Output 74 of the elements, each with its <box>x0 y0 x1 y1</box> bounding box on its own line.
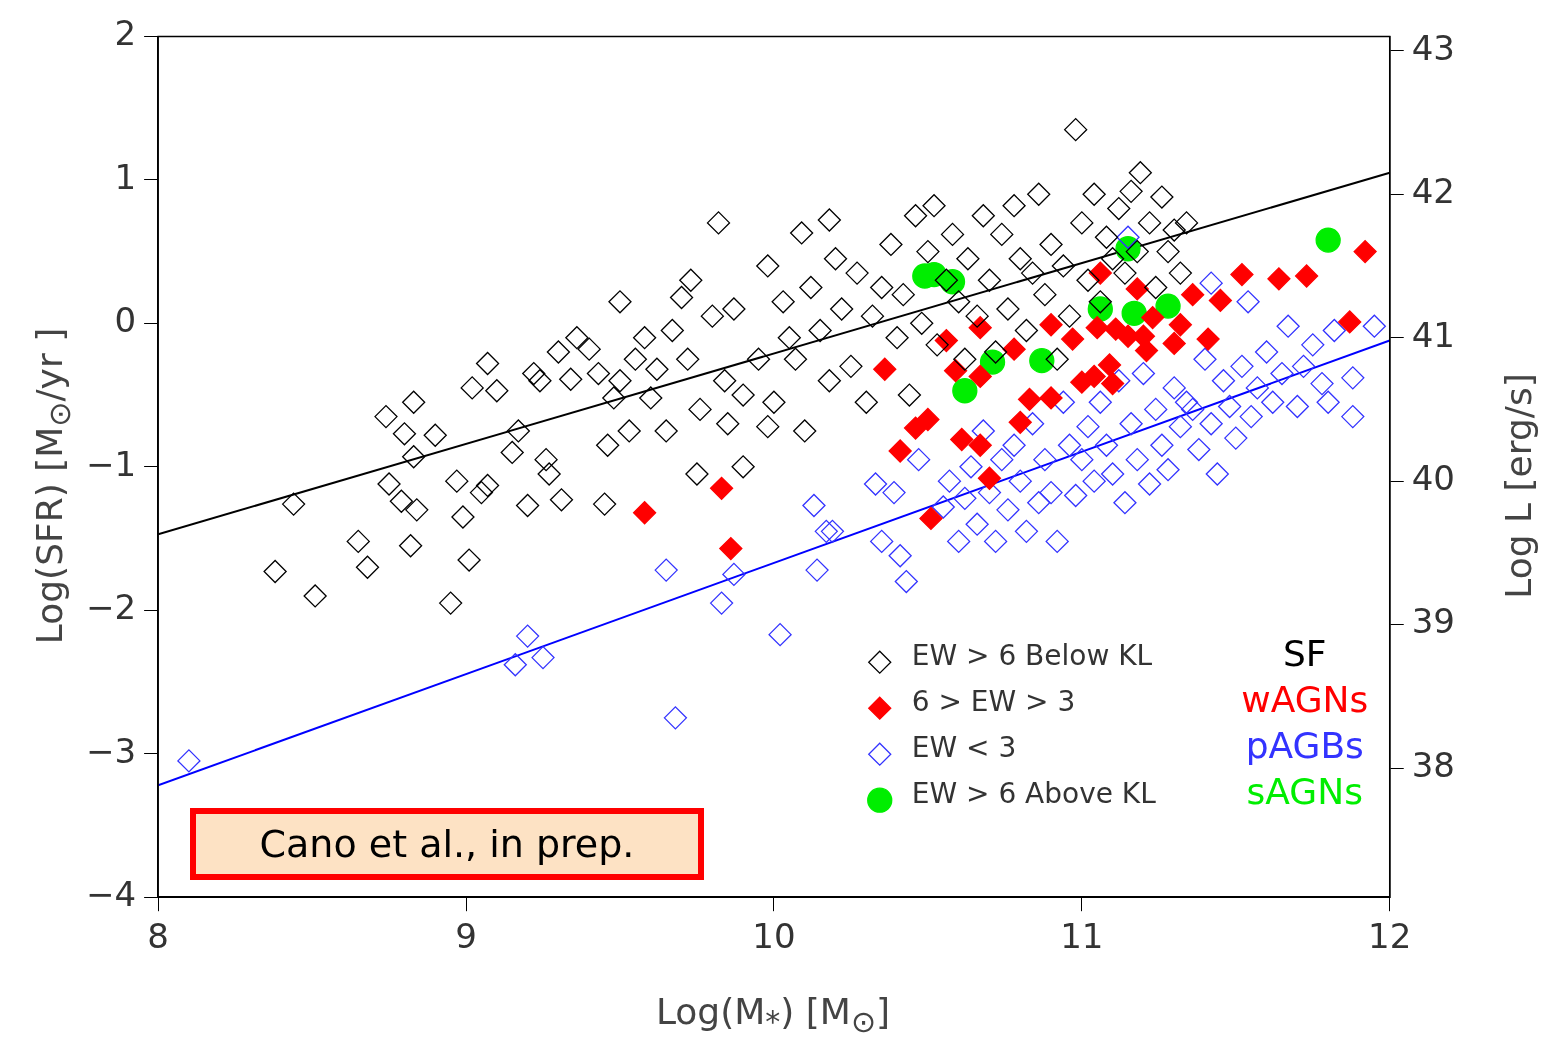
y2-tick-label: 43 <box>1411 27 1455 68</box>
point <box>1039 386 1063 410</box>
legend-label: EW < 3 <box>911 731 1017 765</box>
note-box: Cano et al., in prep. <box>190 808 704 880</box>
y-tick-label: 1 <box>114 156 137 197</box>
point <box>873 357 897 381</box>
y2-tick-label: 42 <box>1411 171 1455 212</box>
point <box>888 439 912 463</box>
point <box>632 501 657 525</box>
y-tick-label: 0 <box>114 300 137 341</box>
point <box>919 506 943 531</box>
y2-tick-label: 40 <box>1411 457 1455 498</box>
point <box>1230 262 1254 287</box>
point <box>1196 327 1220 351</box>
point <box>1060 327 1085 351</box>
y-tick-label: −2 <box>86 587 137 628</box>
annotation: wAGNs <box>1241 678 1369 720</box>
point <box>1017 387 1042 412</box>
x-tick-label: 12 <box>1368 916 1412 957</box>
y2-tick-label: 38 <box>1411 744 1455 785</box>
x-tick-label: 10 <box>752 916 796 957</box>
legend-label: EW > 6 Below KL <box>911 639 1153 673</box>
legend-label: 6 > EW > 3 <box>911 685 1076 719</box>
point <box>1039 313 1063 337</box>
point <box>1267 267 1291 291</box>
point <box>1162 331 1186 356</box>
point <box>1125 277 1149 301</box>
point <box>1141 305 1165 330</box>
point <box>1097 353 1122 377</box>
point <box>1181 282 1205 307</box>
x-tick-label: 8 <box>147 916 169 957</box>
point <box>709 476 734 500</box>
point <box>950 427 974 452</box>
y-tick-label: −4 <box>86 874 137 915</box>
y2-tick-label: 39 <box>1411 601 1455 642</box>
point <box>1085 315 1109 340</box>
annotation: SF <box>1282 632 1327 674</box>
x-tick-label: 11 <box>1060 916 1104 957</box>
point <box>719 536 743 561</box>
point <box>968 433 992 457</box>
point <box>1029 347 1055 374</box>
point <box>1002 337 1026 361</box>
annotation: sAGNs <box>1246 770 1363 812</box>
point <box>1168 313 1193 337</box>
y2-axis-title: Log L [erg/s] <box>1497 372 1539 599</box>
y-tick-label: −1 <box>86 443 137 484</box>
x-axis-title: Log(M$_{*}$) [M$_{⊙}$] <box>654 990 892 1039</box>
point <box>903 416 928 440</box>
point <box>1008 410 1032 434</box>
point <box>1353 239 1377 264</box>
point <box>1155 293 1181 319</box>
y2-tick-label: 41 <box>1411 314 1455 355</box>
point <box>1121 300 1147 326</box>
x-tick-label: 9 <box>455 916 477 957</box>
point <box>968 315 992 340</box>
point <box>1088 261 1112 285</box>
point <box>943 359 968 383</box>
point <box>1338 310 1362 334</box>
point <box>916 407 940 432</box>
point <box>979 349 1006 375</box>
point <box>952 378 978 404</box>
point <box>939 269 966 295</box>
point <box>1315 227 1341 253</box>
point <box>977 466 1002 490</box>
y-tick-label: 2 <box>114 13 137 54</box>
legend-label: EW > 6 Above KL <box>911 777 1157 811</box>
y-tick-label: −3 <box>86 730 137 771</box>
point <box>1294 264 1319 288</box>
point <box>1208 288 1233 313</box>
point <box>1100 371 1125 396</box>
annotation: pAGBs <box>1245 724 1364 766</box>
point <box>1082 364 1106 389</box>
point <box>968 364 992 389</box>
point <box>934 328 958 353</box>
